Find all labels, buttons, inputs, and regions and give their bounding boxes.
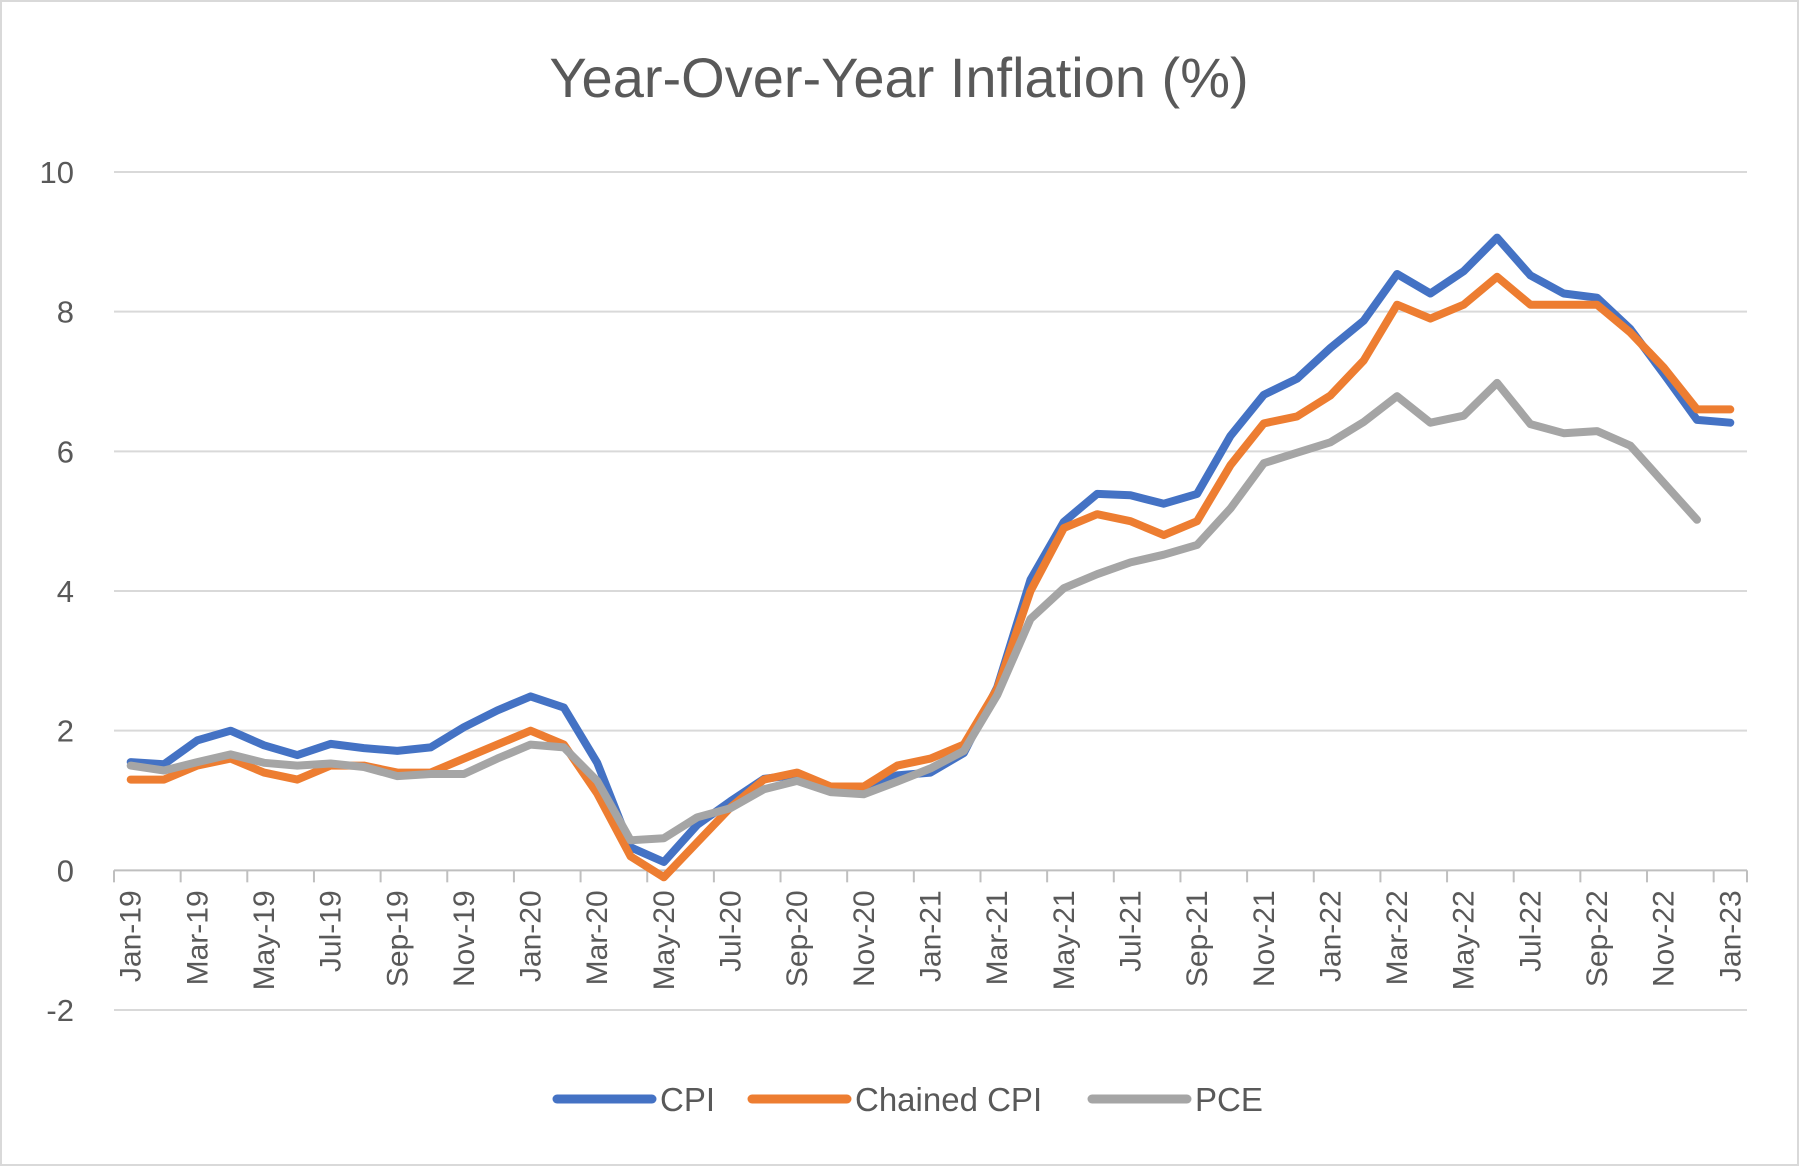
x-tick-label: Jan-21 bbox=[915, 890, 948, 982]
legend-label: Chained CPI bbox=[855, 1081, 1042, 1118]
x-tick-label: Nov-22 bbox=[1648, 890, 1681, 987]
x-tick-label: Jan-20 bbox=[515, 890, 548, 982]
x-tick-label: Nov-19 bbox=[448, 890, 481, 987]
chart-title: Year-Over-Year Inflation (%) bbox=[549, 46, 1248, 109]
series-line-chained-cpi bbox=[126, 272, 1735, 882]
x-tick-label: Jul-22 bbox=[1514, 890, 1547, 972]
x-tick-label: Mar-22 bbox=[1381, 890, 1414, 985]
series-lines bbox=[126, 233, 1735, 882]
x-axis bbox=[113, 869, 1748, 883]
x-tick-label: Sep-21 bbox=[1181, 890, 1214, 987]
x-tick-label: Jan-23 bbox=[1714, 890, 1747, 982]
y-tick-label: 10 bbox=[40, 155, 74, 190]
x-tick-label: Nov-20 bbox=[848, 890, 881, 987]
x-tick-label: May-21 bbox=[1048, 890, 1081, 990]
y-tick-label: -2 bbox=[46, 993, 74, 1028]
x-tick-label: May-19 bbox=[248, 890, 281, 990]
x-tick-label: Sep-20 bbox=[781, 890, 814, 987]
y-tick-label: 8 bbox=[57, 295, 74, 330]
y-tick-label: 0 bbox=[57, 853, 74, 888]
x-tick-label: Jul-20 bbox=[715, 890, 748, 972]
x-axis-tick-labels: Jan-19 Mar-19 May-19 Jul-19 Sep-19 Nov-19 Jan-… bbox=[115, 890, 1748, 990]
x-tick-label: Jul-19 bbox=[315, 890, 348, 972]
legend-label: CPI bbox=[660, 1081, 715, 1118]
x-tick-label: Nov-21 bbox=[1248, 890, 1281, 987]
gridlines bbox=[114, 171, 1747, 1011]
x-tick-label: Mar-19 bbox=[181, 890, 214, 985]
y-tick-label: 6 bbox=[57, 434, 74, 469]
x-tick-label: May-20 bbox=[648, 890, 681, 990]
x-tick-label: Jan-22 bbox=[1314, 890, 1347, 982]
y-axis-tick-labels: -2 0 2 4 6 8 10 bbox=[40, 155, 74, 1028]
legend-label: PCE bbox=[1195, 1081, 1263, 1118]
x-tick-label: Mar-20 bbox=[581, 890, 614, 985]
series-line-pce bbox=[126, 378, 1701, 845]
x-tick-label: Mar-21 bbox=[981, 890, 1014, 985]
x-tick-label: Sep-19 bbox=[381, 890, 414, 987]
x-tick-label: May-22 bbox=[1448, 890, 1481, 990]
x-tick-label: Jan-19 bbox=[115, 890, 148, 982]
y-tick-label: 4 bbox=[57, 574, 74, 609]
x-tick-label: Sep-22 bbox=[1581, 890, 1614, 987]
legend: CPI Chained CPI PCE bbox=[552, 1081, 1263, 1118]
y-tick-label: 2 bbox=[57, 714, 74, 749]
x-tick-label: Jul-21 bbox=[1114, 890, 1147, 972]
